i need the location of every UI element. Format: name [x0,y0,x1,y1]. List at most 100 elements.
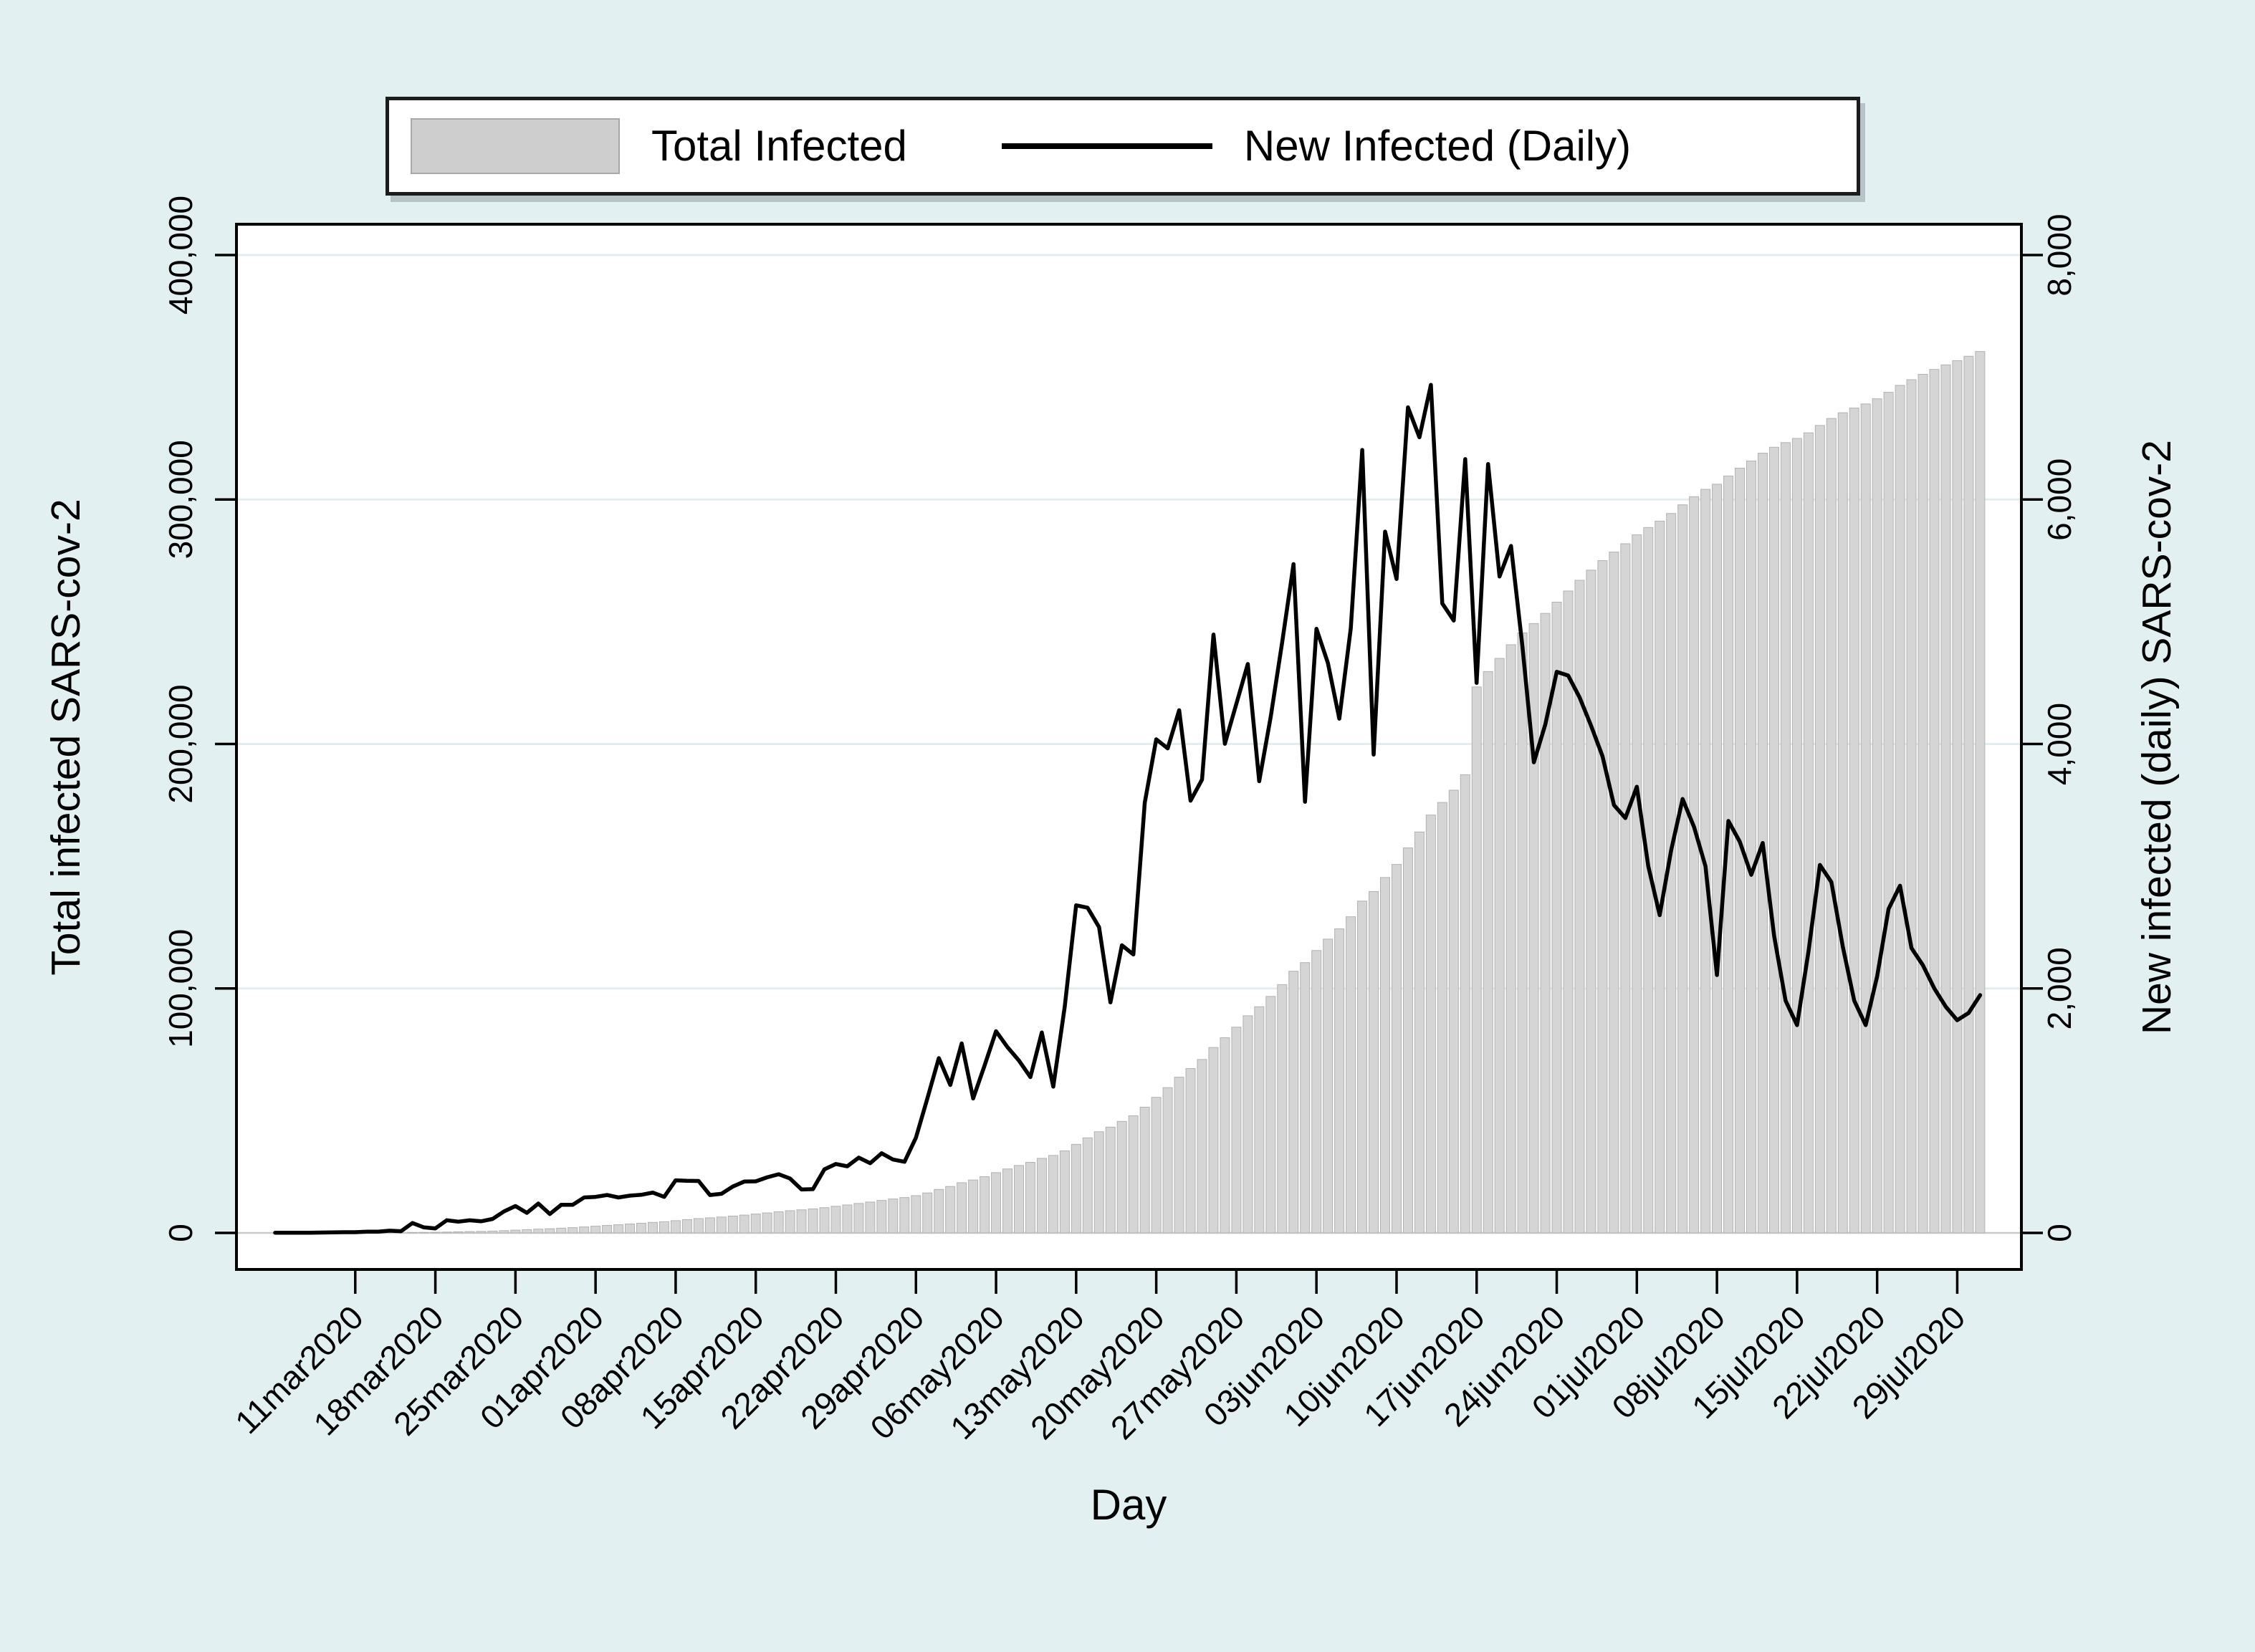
total-infected-bar [487,1230,498,1234]
total-infected-bar [1243,1015,1253,1234]
total-infected-bar [1471,686,1482,1234]
total-infected-bar [1185,1068,1196,1234]
left-tick-label: 200,000 [162,684,199,803]
total-infected-bars [407,351,1986,1234]
total-infected-bar [1311,950,1322,1234]
total-infected-bar [1036,1158,1047,1234]
total-infected-bar [1128,1115,1139,1234]
total-infected-bar [1265,996,1276,1234]
total-infected-bar [980,1176,990,1234]
total-infected-bar [1093,1131,1104,1234]
total-infected-bar [853,1203,864,1234]
total-infected-bar [1677,504,1688,1234]
total-infected-bar [1025,1162,1035,1234]
total-infected-bar [1849,408,1859,1234]
x-axis-title: Day [1090,1481,1167,1529]
total-infected-bar [888,1199,899,1234]
total-infected-bar [1814,425,1825,1234]
total-infected-bar [704,1217,715,1234]
total-infected-bar [1586,570,1596,1234]
total-infected-bar [681,1219,692,1234]
total-infected-bar [1059,1151,1070,1234]
total-infected-bar [1826,418,1837,1234]
total-infected-bar [1197,1059,1207,1234]
total-infected-bar [1174,1077,1184,1234]
total-infected-bar [1369,890,1379,1234]
total-infected-bar [1402,847,1413,1234]
total-infected-bar [1277,984,1288,1234]
total-infected-bar [1963,355,1974,1234]
total-infected-bar [636,1222,647,1234]
total-infected-bar [1391,864,1402,1234]
total-infected-bar [1220,1037,1230,1234]
total-infected-bar [693,1218,704,1234]
total-infected-bar [957,1182,967,1234]
y-axis-left: 0 100,000 200,000 300,000 400,000 [162,196,236,1242]
total-infected-bar [545,1228,555,1234]
total-infected-bar [1379,877,1390,1234]
total-infected-bar [1494,658,1505,1234]
total-infected-bar [1002,1168,1013,1234]
total-infected-bar [968,1179,979,1234]
total-infected-bar [1460,774,1470,1234]
total-infected-bar [418,1231,429,1234]
new-infected-line-glyph [1001,143,1212,149]
total-infected-bar [1597,560,1608,1234]
total-infected-bar [1048,1155,1058,1234]
total-infected-bar [1288,971,1299,1234]
right-axis-title: New infected (daily) SARS-cov-2 [2134,440,2180,1034]
total-infected-swatch [411,118,620,174]
total-infected-bar [1425,815,1436,1234]
total-infected-bar [1540,613,1551,1234]
total-infected-bar [911,1195,921,1234]
total-infected-bar [556,1227,567,1234]
total-infected-bar [739,1214,750,1234]
total-infected-bar [1082,1137,1093,1234]
total-infected-bar [1791,438,1802,1234]
total-infected-bar [1952,360,1963,1234]
y-axis-right: 0 2,000 4,000 6,000 8,000 [2021,213,2078,1242]
total-infected-bar [1872,398,1882,1234]
right-tick-label: 6,000 [2041,458,2078,541]
total-infected-bar [1208,1047,1219,1234]
total-infected-bar [522,1229,532,1234]
total-infected-bar [1071,1143,1081,1234]
left-axis-title: Total infected SARS-cov-2 [43,499,89,976]
right-tick-label: 8,000 [2041,213,2078,296]
right-tick-label: 2,000 [2041,947,2078,1029]
new-infected-line [273,383,1983,1235]
total-infected-bar [750,1214,761,1234]
right-tick-label: 4,000 [2041,703,2078,785]
total-infected-bar [785,1210,795,1234]
plot-frame [235,223,2023,1271]
total-infected-bar [1151,1097,1162,1234]
total-infected-bar [1357,901,1368,1234]
total-infected-bar [568,1227,578,1234]
total-infected-bar [1551,602,1562,1234]
total-infected-bar [1803,432,1814,1234]
total-infected-bar [1768,446,1779,1234]
total-infected-bar [407,1231,418,1234]
total-infected-bar [796,1209,807,1234]
total-infected-bar [670,1220,681,1234]
total-infected-bar [1162,1087,1173,1234]
left-tick-label: 300,000 [162,440,199,559]
total-infected-bar [1723,475,1734,1234]
total-infected-bar [1116,1120,1127,1234]
total-infected-bar [1975,351,1986,1234]
total-infected-bar [1300,962,1311,1234]
total-infected-bar [808,1208,818,1234]
total-infected-bar [716,1216,727,1234]
total-infected-bar [1231,1027,1242,1234]
x-axis: 11mar202018mar202025mar202001apr202008ap… [228,1269,1972,1446]
total-infected-bar [1712,484,1723,1234]
total-infected-bar [1013,1165,1024,1234]
total-infected-bar [876,1200,887,1234]
total-infected-bar [1746,460,1757,1234]
total-infected-bar [922,1192,933,1234]
total-infected-bar [1483,671,1493,1234]
total-infected-bar [602,1225,613,1234]
total-infected-bar [510,1229,521,1234]
total-infected-bar [1655,520,1665,1234]
total-infected-bar [842,1204,853,1234]
